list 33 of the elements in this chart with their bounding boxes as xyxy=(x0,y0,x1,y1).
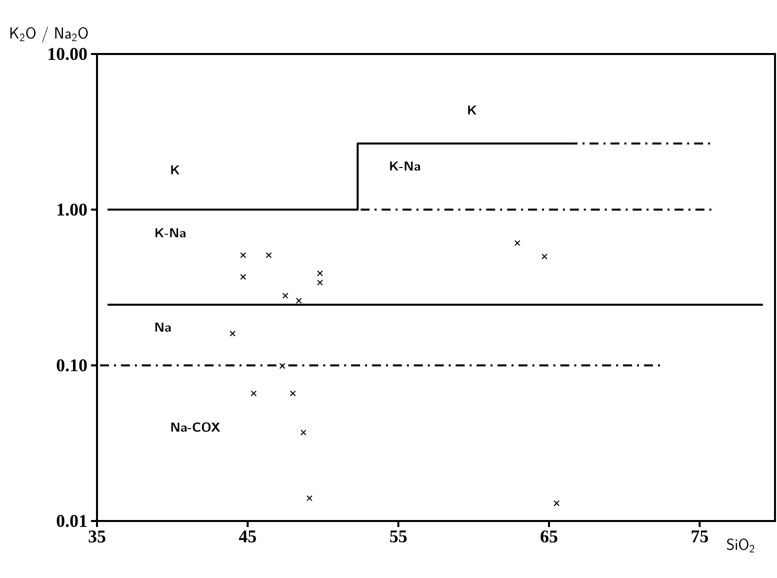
point xyxy=(514,240,520,246)
point xyxy=(250,390,257,396)
point xyxy=(306,495,312,502)
point xyxy=(266,252,272,258)
point xyxy=(296,298,302,304)
annotation: K xyxy=(171,165,180,174)
annotation: Na-COX xyxy=(171,422,220,432)
point xyxy=(317,280,323,286)
point xyxy=(282,292,288,299)
x-tick-label: 75 xyxy=(692,530,708,542)
x-tick-label: 45 xyxy=(238,530,256,542)
point xyxy=(230,330,236,337)
annotation: K-Na xyxy=(390,162,420,171)
point xyxy=(317,270,323,276)
y-tick-label: 10.00 xyxy=(48,48,87,60)
annotation: K xyxy=(468,106,476,115)
point xyxy=(279,363,286,369)
x-tick-label: 55 xyxy=(390,530,407,542)
y-tick-label: 0.10 xyxy=(56,359,87,372)
y-tick-label: 1.00 xyxy=(58,204,87,216)
point xyxy=(542,254,548,260)
point xyxy=(290,390,296,396)
y-axis-title: K$_{2}$O / Na$_{2}$O xyxy=(10,26,88,42)
point xyxy=(240,252,246,258)
y-tick-label: 0.01 xyxy=(56,514,87,528)
point xyxy=(554,500,560,506)
point xyxy=(240,274,246,280)
point xyxy=(300,430,306,436)
annotation: Na xyxy=(155,322,171,332)
x-tick-label: 35 xyxy=(88,530,106,543)
annotation: K-Na xyxy=(156,228,186,238)
x-axis-title: SiO$_{2}$ xyxy=(727,538,754,552)
x-tick-label: 65 xyxy=(540,530,558,543)
